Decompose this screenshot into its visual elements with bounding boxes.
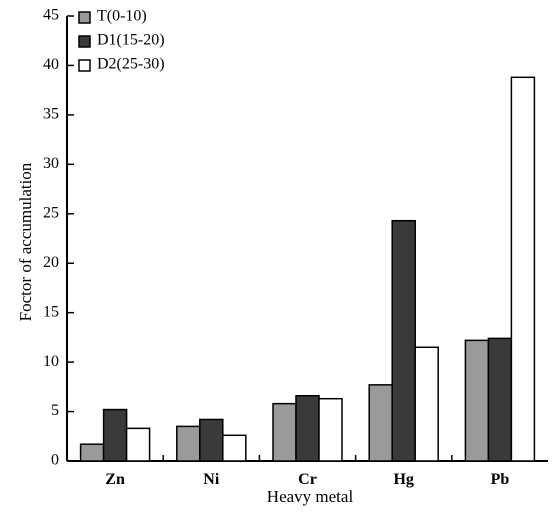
x-tick-label: Ni bbox=[203, 471, 220, 488]
bar-zn-series-1 bbox=[79, 443, 105, 462]
bars bbox=[79, 76, 536, 462]
y-tick-label: 25 bbox=[43, 204, 59, 221]
y-tick-label: 15 bbox=[43, 303, 59, 320]
bar-ni-series-3 bbox=[222, 434, 247, 462]
x-tick-label: Zn bbox=[105, 471, 125, 488]
y-tick-label: 5 bbox=[51, 402, 59, 419]
x-tick-label: Hg bbox=[393, 471, 413, 488]
y-tick-label: 30 bbox=[43, 155, 59, 172]
legend-swatch bbox=[78, 59, 91, 72]
legend-swatch bbox=[78, 11, 91, 24]
bar-ni-series-2 bbox=[199, 418, 224, 462]
legend-label: T(0-10) bbox=[97, 8, 147, 25]
y-tick-label: 45 bbox=[43, 7, 59, 24]
bar-hg-series-2 bbox=[391, 219, 416, 462]
legend-label: D2(25-30) bbox=[97, 56, 165, 73]
legend-label: D1(15-20) bbox=[97, 32, 165, 49]
bar-pb-series-2 bbox=[487, 337, 513, 462]
x-axis-title: Heavy metal bbox=[267, 487, 354, 506]
bar-cr-series-3 bbox=[318, 397, 343, 462]
x-tick-label: Cr bbox=[298, 471, 317, 488]
bar-hg-series-3 bbox=[414, 346, 439, 462]
y-tick-label: 35 bbox=[43, 106, 59, 123]
bar-zn-series-2 bbox=[102, 408, 128, 462]
bar-pb-series-1 bbox=[464, 339, 490, 462]
bar-cr-series-1 bbox=[272, 402, 297, 462]
bar-pb-series-3 bbox=[510, 76, 536, 462]
bar-zn-series-3 bbox=[125, 427, 151, 462]
legend: T(0-10) D1(15-20) D2(25-30) bbox=[78, 8, 165, 73]
bar-ni-series-1 bbox=[176, 425, 201, 462]
y-tick-label: 0 bbox=[51, 452, 59, 469]
y-axis-title-group: Foctor of accumulation bbox=[16, 162, 35, 321]
y-tick-label: 20 bbox=[43, 254, 59, 271]
x-tick-label: Pb bbox=[491, 471, 510, 488]
y-tick-label: 40 bbox=[43, 56, 59, 73]
bar-hg-series-1 bbox=[368, 384, 393, 462]
legend-swatch bbox=[78, 35, 91, 48]
y-axis-title: Foctor of accumulation bbox=[16, 162, 35, 321]
bar-cr-series-2 bbox=[295, 394, 320, 462]
y-tick-label: 10 bbox=[43, 353, 59, 370]
